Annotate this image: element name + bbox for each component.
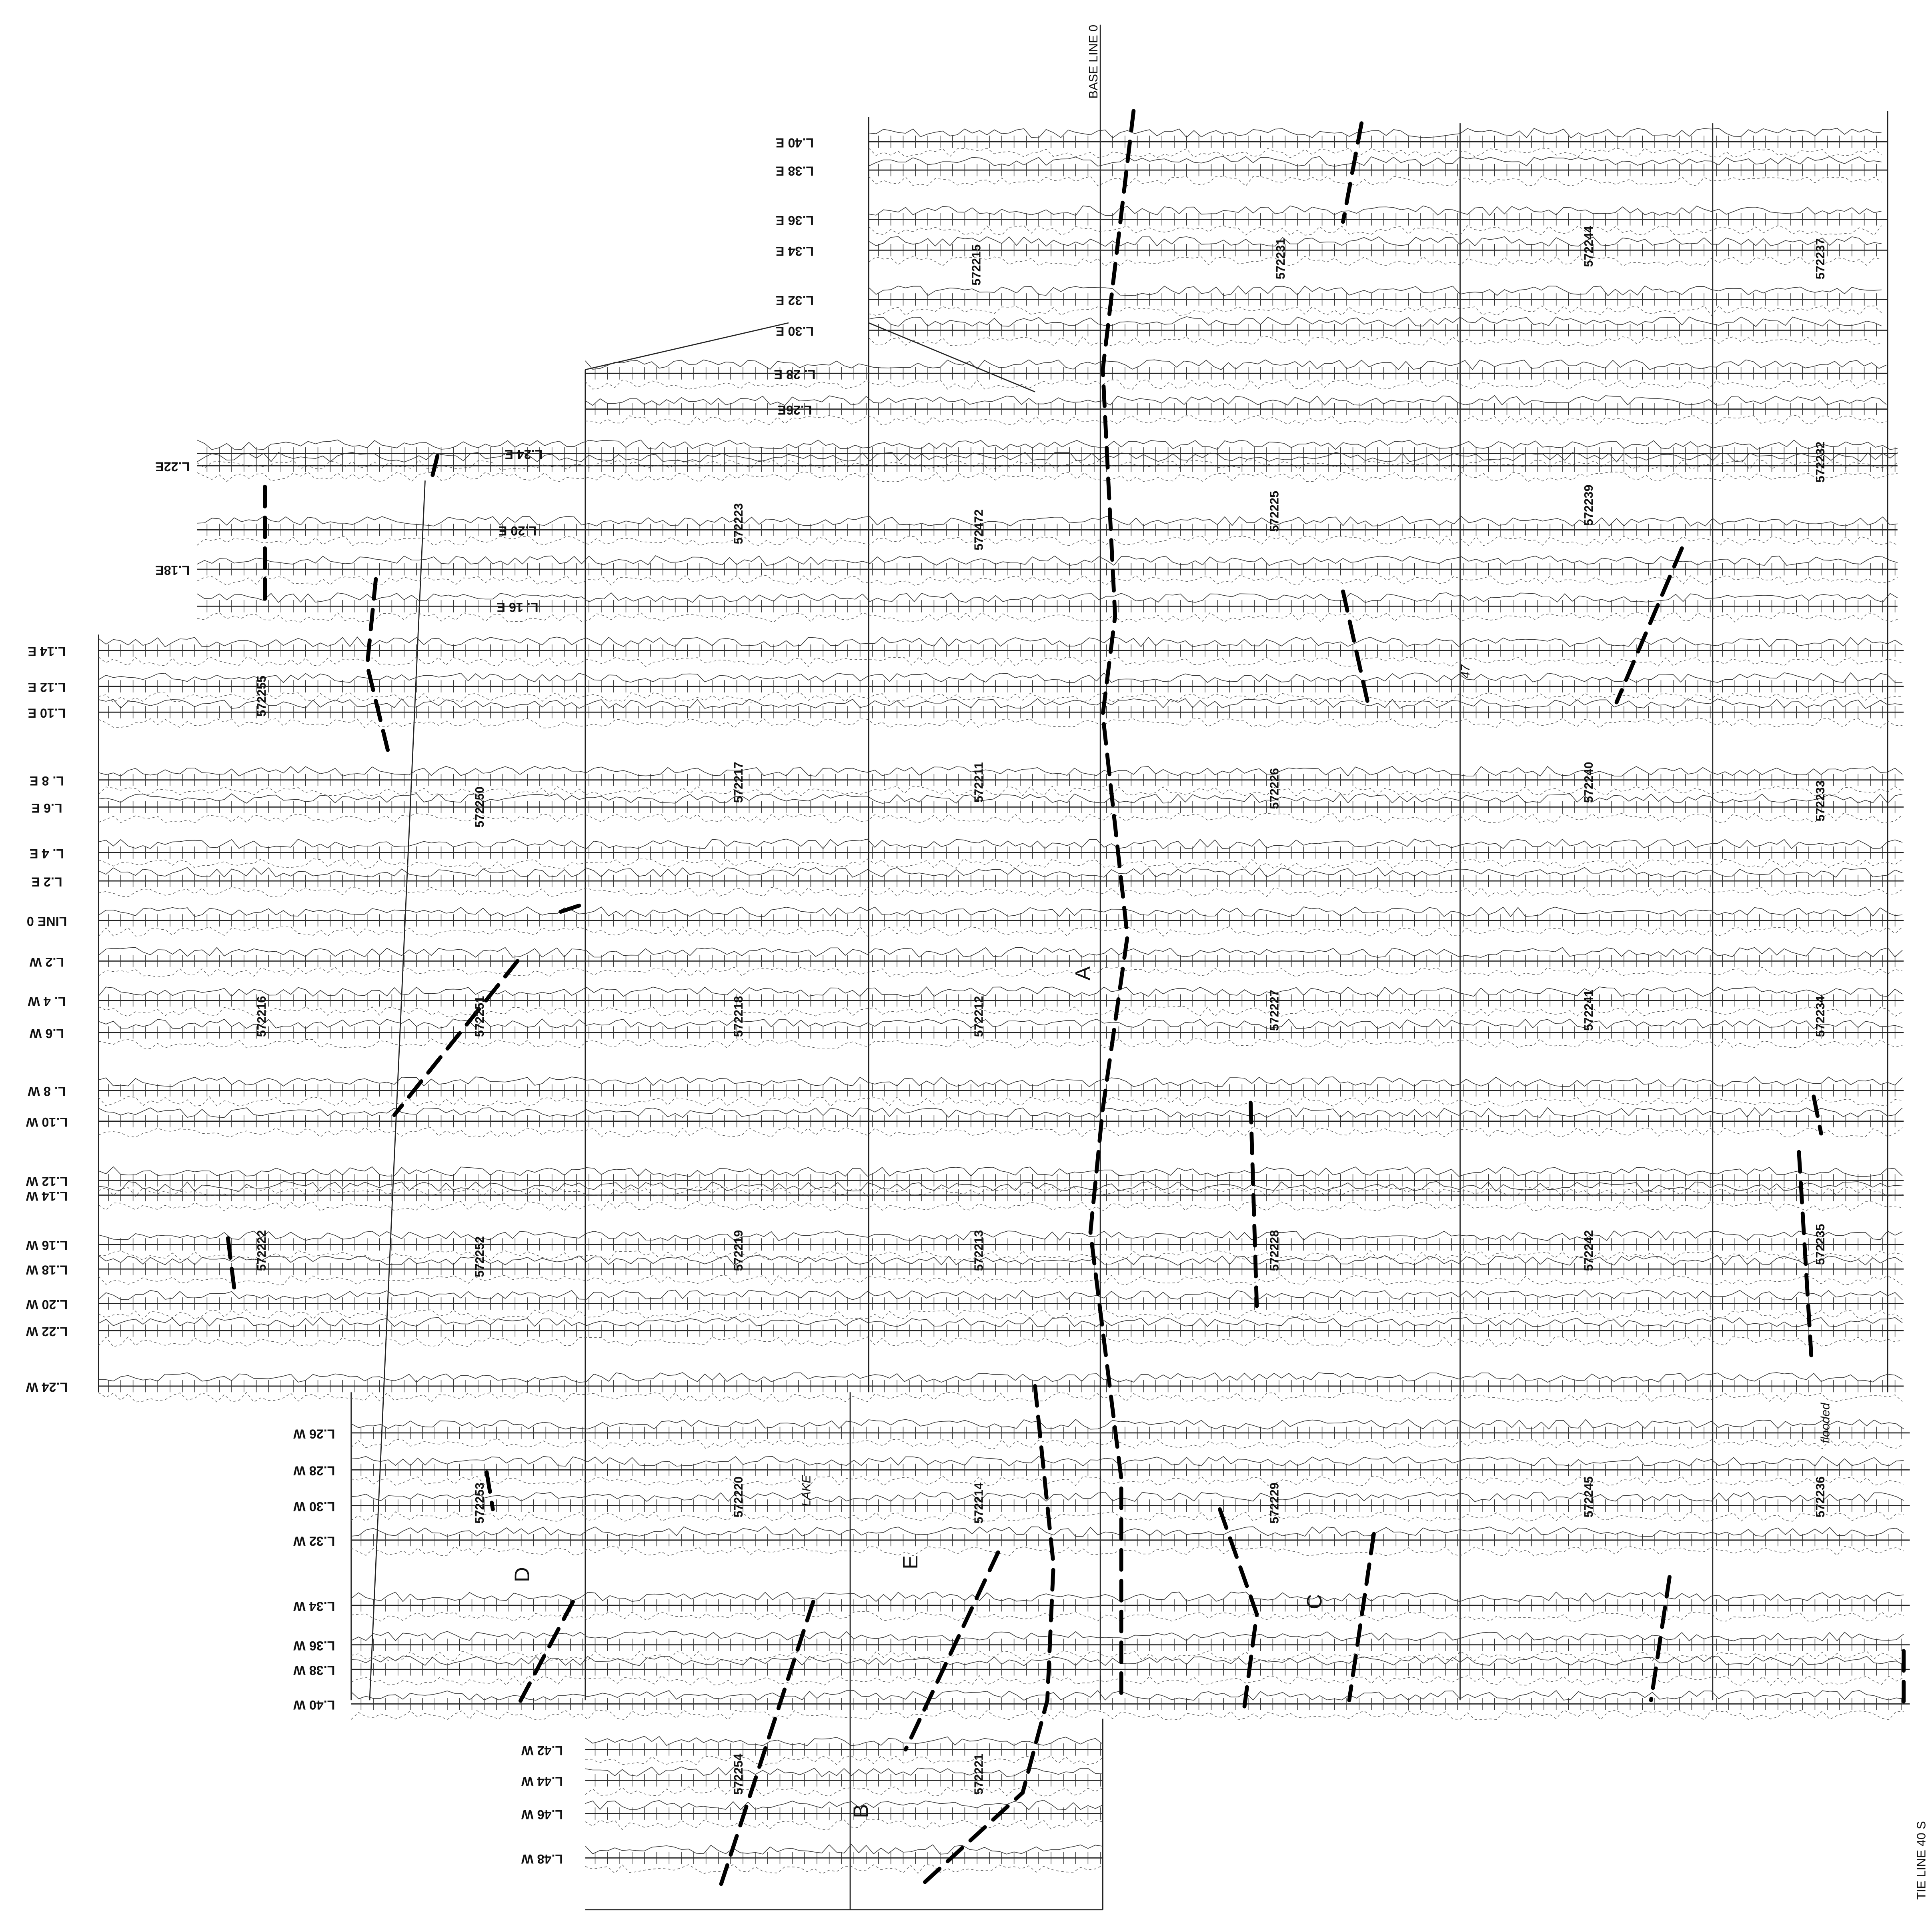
profile	[98, 1007, 1902, 1017]
profile	[197, 440, 1898, 450]
profile	[869, 256, 1882, 266]
profile	[98, 1097, 1902, 1107]
profile	[98, 1231, 1902, 1241]
profile	[351, 1512, 1904, 1522]
profile	[351, 1527, 1904, 1537]
profile	[98, 1039, 1902, 1049]
profile	[98, 793, 1902, 803]
profile	[98, 766, 1902, 776]
profile	[351, 1456, 1904, 1466]
profile	[98, 718, 1902, 728]
profile	[98, 1310, 1902, 1319]
profile	[351, 1592, 1904, 1601]
profile	[197, 575, 1898, 585]
profile	[98, 1373, 1902, 1383]
profile	[98, 1019, 1902, 1029]
profile	[197, 536, 1898, 546]
profile	[197, 472, 1898, 482]
profile	[98, 967, 1902, 977]
profile	[98, 926, 1902, 936]
profile	[197, 556, 1898, 566]
profile	[98, 1393, 1902, 1402]
profile	[869, 236, 1882, 246]
profile	[869, 206, 1882, 215]
profile	[869, 156, 1882, 166]
profile	[98, 1337, 1902, 1347]
profile	[351, 1439, 1904, 1449]
profile	[98, 1317, 1902, 1327]
profile	[351, 1611, 1904, 1621]
profile	[869, 317, 1882, 327]
profile	[351, 1419, 1904, 1429]
profile	[98, 987, 1902, 997]
profile	[98, 947, 1902, 957]
profile	[98, 1182, 1902, 1192]
profile	[869, 286, 1882, 296]
profile	[98, 867, 1902, 877]
profile	[869, 128, 1882, 138]
profile	[869, 148, 1882, 158]
profile	[197, 460, 1898, 469]
profile	[98, 839, 1902, 849]
profile	[197, 612, 1898, 622]
profile	[98, 1108, 1902, 1118]
profile	[98, 813, 1902, 823]
profile	[98, 1290, 1902, 1300]
profile	[98, 1127, 1902, 1137]
profile	[98, 859, 1902, 869]
profile	[98, 698, 1902, 708]
profile	[98, 692, 1902, 702]
survey-map: BASE LINE 0 TIE LINE 40 S L.40 EL.38 EL.…	[0, 0, 1932, 1927]
profile	[869, 306, 1882, 315]
profile	[98, 1077, 1902, 1087]
profile	[98, 1201, 1902, 1211]
profile	[869, 176, 1882, 186]
profile	[98, 887, 1902, 897]
profile	[351, 1546, 1904, 1556]
profile	[98, 907, 1902, 917]
profile	[351, 1476, 1904, 1486]
profile	[98, 1167, 1902, 1177]
profile	[98, 786, 1902, 796]
profile	[98, 1255, 1902, 1265]
profile	[98, 1275, 1902, 1285]
profile	[869, 226, 1882, 235]
profile	[197, 593, 1898, 602]
profile	[197, 516, 1898, 526]
profile	[869, 336, 1882, 346]
profile	[351, 1492, 1904, 1502]
